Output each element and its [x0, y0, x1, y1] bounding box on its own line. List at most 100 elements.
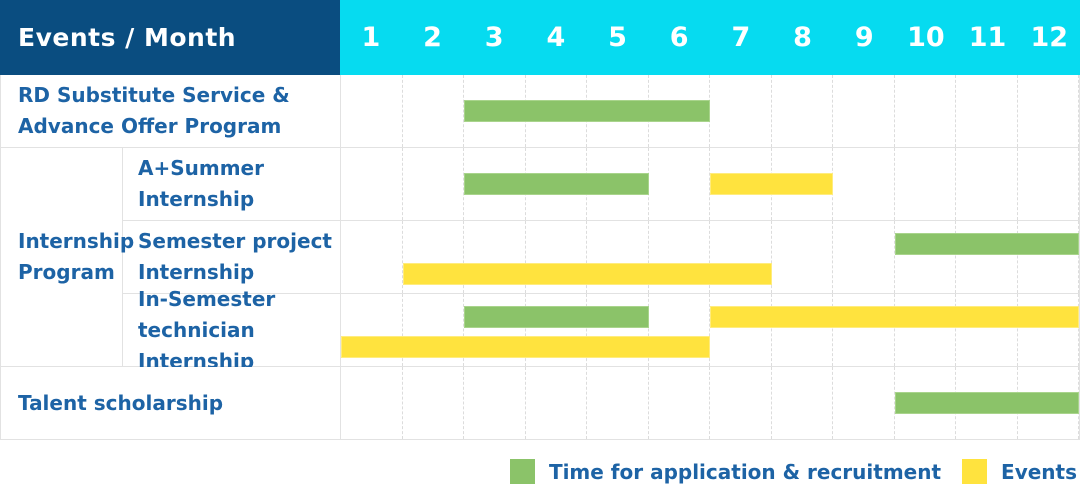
legend: Time for application & recruitment Events	[509, 459, 1077, 484]
row-timeline	[340, 367, 1080, 439]
month-label-1: 1	[361, 22, 381, 53]
yellow-swatch-icon	[962, 459, 988, 484]
group-label-line: Program	[18, 260, 115, 284]
month-gridline	[526, 367, 587, 439]
month-gridline	[956, 221, 1018, 293]
row-timeline	[340, 221, 1080, 293]
month-label-4: 4	[546, 22, 566, 53]
events-month-table: Events / Month 1 2 3 4 5 6 7 8 9 10 11 12 RD Substi…	[0, 0, 1080, 440]
row-label-line: Internship	[138, 260, 255, 284]
month-label-5: 5	[608, 22, 627, 53]
table-row: RD Substitute Service & Advance Offer Pro…	[0, 75, 1080, 148]
month-gridline	[403, 294, 464, 366]
row-label-line: RD Substitute Service &	[18, 83, 290, 107]
table-title: Events / Month	[18, 23, 237, 52]
month-gridline	[403, 367, 464, 439]
month-gridline	[710, 367, 772, 439]
month-gridline	[526, 294, 587, 366]
green-swatch-icon	[509, 459, 535, 484]
month-gridline	[956, 294, 1018, 366]
month-gridline	[341, 221, 403, 293]
row-timeline	[340, 148, 1080, 220]
month-gridline	[464, 221, 526, 293]
month-label-8: 8	[793, 22, 812, 53]
month-gridline	[1018, 75, 1079, 147]
month-gridline	[464, 294, 526, 366]
month-gridline	[833, 367, 895, 439]
month-gridline	[772, 221, 833, 293]
row-label: Semester project Internship	[123, 221, 340, 293]
row-label-line: In-Semester	[138, 286, 276, 311]
row-label: A+Summer Internship	[123, 148, 340, 220]
row-label-line: Advance Offer Program	[18, 114, 282, 138]
events-bar	[710, 173, 833, 195]
table-corner-header: Events / Month	[0, 0, 340, 75]
legend-item-yellow: Events	[962, 459, 1077, 484]
month-gridline	[710, 75, 772, 147]
row-timeline	[340, 294, 1080, 366]
month-gridline	[956, 75, 1018, 147]
month-gridline	[649, 367, 710, 439]
month-label-7: 7	[731, 22, 751, 53]
month-label-10: 10	[907, 22, 945, 53]
month-label-11: 11	[968, 22, 1007, 53]
month-gridline	[341, 367, 403, 439]
recruitment-bar	[464, 173, 649, 195]
recruitment-bar	[464, 306, 649, 328]
month-label-6: 6	[669, 22, 689, 53]
table-row: In-Semester technician Internship	[0, 287, 1080, 373]
month-gridline	[772, 367, 833, 439]
month-gridline	[403, 148, 464, 220]
month-label-2: 2	[423, 22, 442, 53]
month-label-9: 9	[854, 22, 874, 53]
table-row: Talent scholarship	[0, 367, 1080, 440]
month-gridline	[403, 75, 464, 147]
month-gridline	[341, 148, 403, 220]
month-gridline	[833, 221, 895, 293]
recruitment-bar	[894, 392, 1079, 414]
table-row: A+Summer Internship	[0, 148, 1080, 221]
month-label-12: 12	[1030, 22, 1069, 53]
month-gridline	[649, 148, 710, 220]
row-label: RD Substitute Service & Advance Offer Pro…	[0, 75, 340, 147]
month-gridline	[587, 367, 649, 439]
row-label-line: A+Summer	[138, 156, 264, 180]
month-gridline	[526, 221, 587, 293]
row-label-line: Semester project	[138, 229, 332, 253]
month-header-row: 1 2 3 4 5 6 7 8 9 10 11 12	[340, 0, 1080, 75]
row-timeline	[340, 75, 1080, 147]
month-gridline	[895, 294, 956, 366]
row-label-line: Internship	[138, 187, 255, 211]
events-bar	[402, 263, 772, 285]
month-gridline	[833, 294, 895, 366]
month-gridline	[464, 367, 526, 439]
group-cell-internship-program: Internship Program	[0, 148, 135, 367]
table-body: RD Substitute Service & Advance Offer Pro…	[0, 75, 1080, 440]
month-gridline	[895, 148, 956, 220]
row-label-line: Talent scholarship	[18, 390, 224, 415]
recruitment-bar	[464, 100, 710, 122]
month-gridline	[895, 75, 956, 147]
month-gridline	[772, 75, 833, 147]
events-bar	[341, 336, 710, 358]
month-gridline	[1018, 221, 1079, 293]
group-label-line: Internship	[18, 229, 135, 253]
legend-label: Events	[1001, 459, 1077, 484]
month-label-3: 3	[484, 22, 504, 53]
month-gridline	[649, 294, 710, 366]
legend-label: Time for application & recruitment	[548, 459, 942, 484]
month-gridline	[649, 221, 710, 293]
month-gridline	[403, 221, 464, 293]
month-gridline	[895, 221, 956, 293]
legend-item-green: Time for application & recruitment	[509, 459, 942, 484]
events-bar	[710, 306, 1079, 328]
month-gridline	[956, 148, 1018, 220]
row-label: Talent scholarship	[0, 367, 340, 439]
month-gridline	[1018, 294, 1079, 366]
row-label: In-Semester technician Internship	[123, 287, 340, 373]
month-gridline	[833, 75, 895, 147]
month-gridline	[772, 294, 833, 366]
month-gridline	[587, 294, 649, 366]
month-gridline	[587, 221, 649, 293]
